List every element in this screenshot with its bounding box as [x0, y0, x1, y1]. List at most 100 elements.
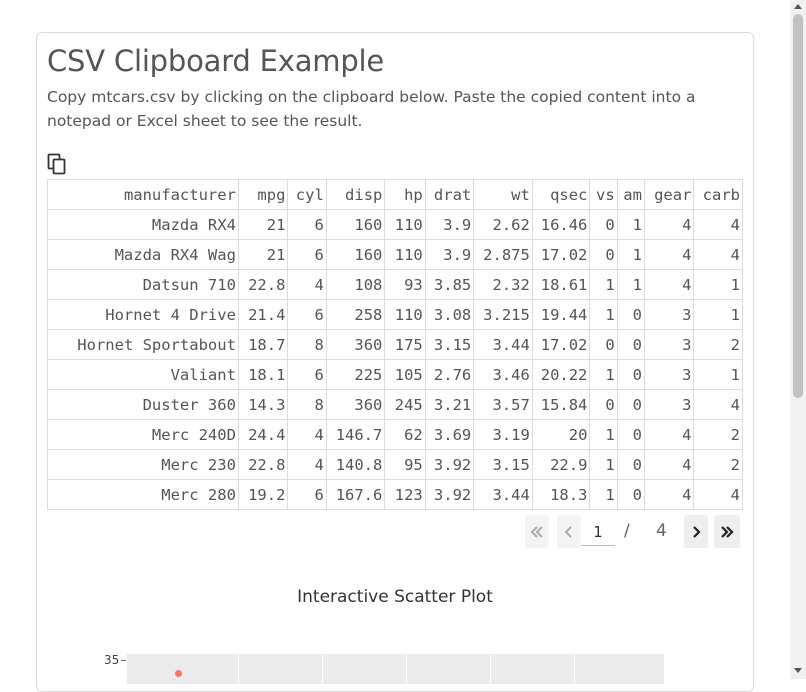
column-header-hp: hp [384, 179, 426, 210]
table-cell-mpg: 21 [237, 239, 289, 270]
table-cell-wt: 2.875 [473, 239, 533, 270]
table-row: Merc 230 22.8 4 140.8 95 3.92 3.15 22.9 1 0 4 2 [47, 449, 743, 480]
table-cell-gear: 4 [643, 239, 695, 270]
table-row: Merc 240D 24.4 4 146.7 62 3.69 3.19 20 1 0 4 2 [47, 419, 743, 450]
page-number-input[interactable] [581, 519, 615, 546]
chevron-right-icon [693, 525, 701, 538]
table-cell-vs: 0 [589, 389, 618, 420]
table-cell-carb: 4 [693, 479, 743, 510]
table-cell-drat: 3.69 [424, 419, 475, 450]
table-cell-am: 0 [616, 359, 645, 390]
table-cell-mpg: 21 [237, 209, 289, 240]
table-cell-am: 1 [616, 209, 645, 240]
table-cell-am: 1 [616, 269, 645, 300]
table-cell-hp: 110 [384, 239, 426, 270]
column-header-carb: carb [693, 179, 743, 210]
table-cell-cyl: 4 [287, 419, 327, 450]
page-description: Copy mtcars.csv by clicking on the clipb… [47, 88, 696, 130]
table-cell-cyl: 8 [287, 389, 327, 420]
table-cell-cyl: 6 [287, 239, 327, 270]
table-cell-am: 0 [616, 419, 645, 450]
table-cell-drat: 3.92 [424, 479, 475, 510]
table-cell-carb: 1 [693, 269, 743, 300]
table-cell-hp: 93 [384, 269, 426, 300]
table-row: Valiant 18.1 6 225 105 2.76 3.46 20.22 1 0 3 1 [47, 359, 743, 390]
clipboard-copy-icon [47, 153, 66, 175]
plot-title: Interactive Scatter Plot [297, 587, 493, 607]
next-page-button[interactable] [684, 515, 708, 548]
table-cell-qsec: 22.9 [531, 449, 591, 480]
table-cell-drat: 3.15 [424, 329, 475, 360]
table-cell-hp: 62 [384, 419, 426, 450]
table-cell-drat: 3.9 [424, 239, 475, 270]
column-header-vs: vs [589, 179, 618, 210]
table-cell-cyl: 8 [287, 329, 327, 360]
table-row: Merc 280 19.2 6 167.6 123 3.92 3.44 18.3 1 0 4 4 [47, 479, 743, 510]
table-cell-mpg: 14.3 [237, 389, 289, 420]
table-cell-cyl: 6 [287, 299, 327, 330]
table-cell-mpg: 21.4 [237, 299, 289, 330]
table-cell-qsec: 18.61 [531, 269, 591, 300]
plot-gridline [574, 654, 575, 684]
table-cell-gear: 4 [643, 419, 695, 450]
table-cell-cyl: 6 [287, 209, 327, 240]
vertical-scrollbar[interactable] [790, 0, 806, 679]
scroll-down-icon[interactable] [794, 668, 802, 673]
table-cell-vs: 1 [589, 299, 618, 330]
table-cell-vs: 0 [589, 209, 618, 240]
page-separator: / [624, 521, 630, 541]
table-cell-qsec: 16.46 [531, 209, 591, 240]
mtcars-table: manufacturer mpg cyl disp hp drat wt qsec vs am ge… [47, 179, 743, 510]
table-cell-cyl: 4 [287, 449, 327, 480]
table-cell-carb: 1 [693, 359, 743, 390]
first-page-button[interactable] [525, 515, 549, 548]
scrollbar-thumb[interactable] [793, 14, 803, 398]
table-row: Datsun 710 22.8 4 108 93 3.85 2.32 18.61 1 1 4 1 [47, 269, 743, 300]
last-page-button[interactable] [714, 515, 740, 548]
table-cell-manufacturer: Merc 240D [47, 419, 239, 450]
table-cell-gear: 4 [643, 479, 695, 510]
table-row: Duster 360 14.3 8 360 245 3.21 3.57 15.84 0 0 3 4 [47, 389, 743, 420]
table-cell-gear: 3 [643, 329, 695, 360]
table-cell-vs: 1 [589, 269, 618, 300]
table-cell-disp: 258 [325, 299, 386, 330]
clipboard-copy-button[interactable] [47, 153, 67, 175]
scroll-up-icon[interactable] [794, 4, 802, 9]
table-cell-cyl: 6 [287, 359, 327, 390]
table-cell-gear: 4 [643, 269, 695, 300]
scatter-plot-panel[interactable] [127, 654, 664, 684]
table-cell-hp: 110 [384, 209, 426, 240]
column-header-wt: wt [473, 179, 533, 210]
column-header-qsec: qsec [531, 179, 591, 210]
prev-page-button[interactable] [557, 515, 581, 548]
table-cell-vs: 1 [589, 449, 618, 480]
table-cell-manufacturer: Mazda RX4 [47, 209, 239, 240]
table-cell-qsec: 18.3 [531, 479, 591, 510]
plot-gridline [322, 654, 323, 684]
table-cell-am: 0 [616, 329, 645, 360]
table-cell-drat: 2.76 [424, 359, 475, 390]
table-cell-mpg: 18.7 [237, 329, 289, 360]
table-cell-wt: 2.32 [473, 269, 533, 300]
table-cell-wt: 3.46 [473, 359, 533, 390]
table-cell-disp: 140.8 [325, 449, 386, 480]
table-cell-disp: 225 [325, 359, 386, 390]
table-cell-disp: 160 [325, 239, 386, 270]
y-axis-tick-mark [121, 660, 126, 661]
table-header-row: manufacturer mpg cyl disp hp drat wt qsec vs am ge… [47, 179, 743, 210]
column-header-cyl: cyl [287, 179, 327, 210]
plot-gridline [490, 654, 491, 684]
table-cell-wt: 3.57 [473, 389, 533, 420]
table-row: Hornet 4 Drive 21.4 6 258 110 3.08 3.215 19.44 1… [47, 299, 743, 330]
table-cell-gear: 3 [643, 299, 695, 330]
page-title: CSV Clipboard Example [47, 44, 385, 78]
table-cell-wt: 3.44 [473, 329, 533, 360]
column-header-gear: gear [643, 179, 695, 210]
chevron-left-icon [564, 525, 572, 538]
table-cell-drat: 3.08 [424, 299, 475, 330]
scatter-point[interactable] [175, 670, 182, 677]
table-cell-vs: 0 [589, 239, 618, 270]
table-cell-manufacturer: Duster 360 [47, 389, 239, 420]
table-cell-disp: 146.7 [325, 419, 386, 450]
double-chevron-right-icon [721, 525, 734, 538]
